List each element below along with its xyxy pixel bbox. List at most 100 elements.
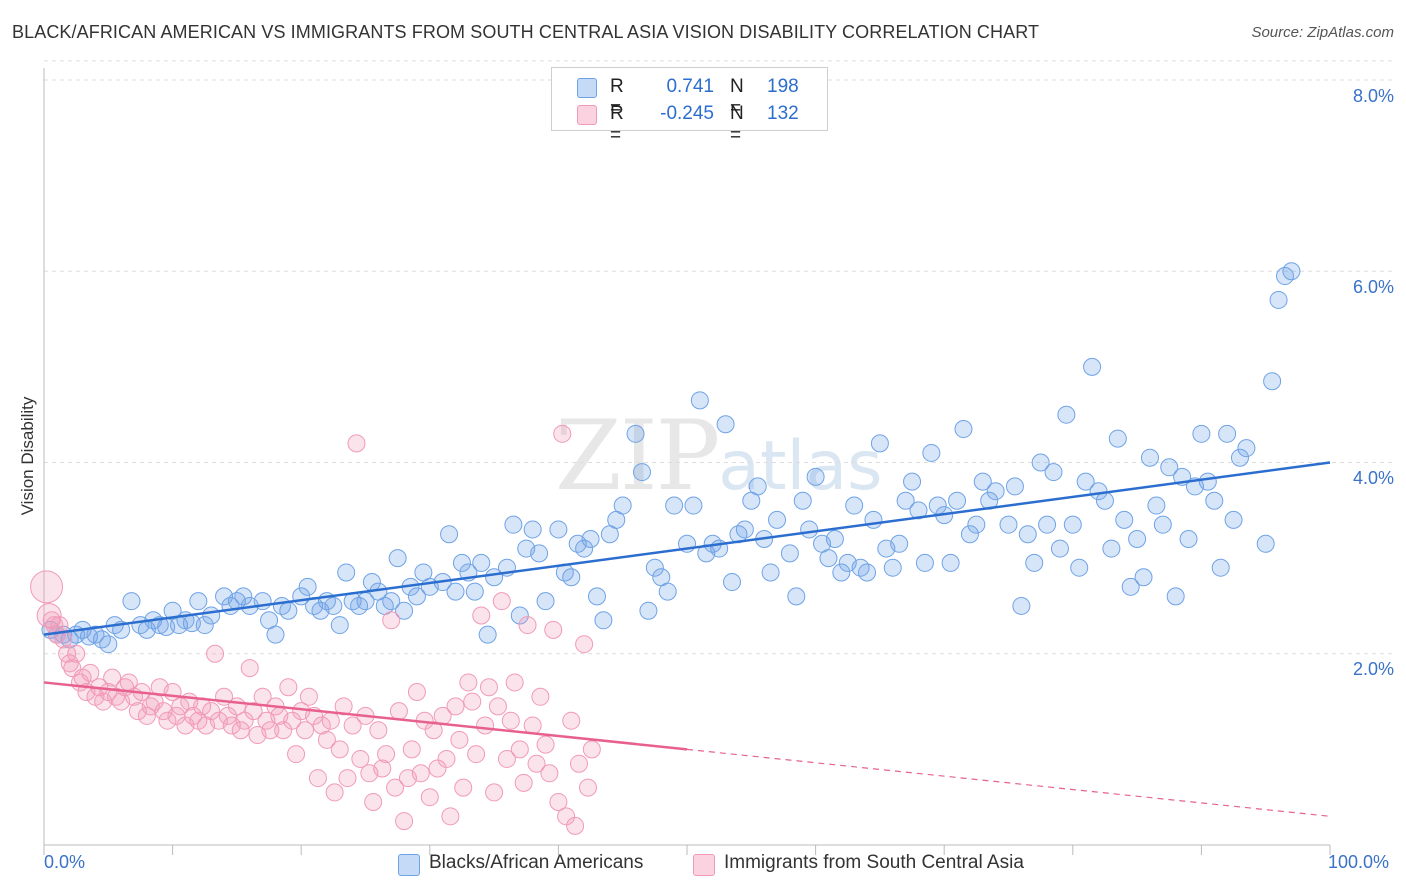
pink-point <box>476 716 495 735</box>
blue-point <box>382 592 401 611</box>
legend-r-label: R = <box>610 76 624 119</box>
blue-point <box>388 549 407 568</box>
blue-point <box>1083 357 1102 376</box>
pink-point <box>389 702 408 721</box>
blue-trend-line <box>43 461 1331 636</box>
blue-point <box>122 592 141 611</box>
trend-lines <box>43 461 1331 817</box>
legend-swatch-pink <box>577 105 597 125</box>
blue-point <box>665 496 684 515</box>
pink-point <box>420 788 439 807</box>
blue-point <box>806 467 825 486</box>
pink-point <box>536 735 555 754</box>
y-axis-label: Vision Disability <box>18 396 37 516</box>
blue-point <box>645 558 664 577</box>
pink-point <box>492 592 511 611</box>
blue-point <box>465 582 484 601</box>
pink-point <box>523 716 542 735</box>
legend-n-value: 132 <box>767 103 799 124</box>
legend-r-value: 0.741 <box>666 76 714 97</box>
pink-trend-line <box>43 681 688 751</box>
blue-point <box>1102 539 1121 558</box>
pink-point <box>382 611 401 630</box>
blue-point <box>472 553 491 572</box>
blue-point <box>1192 424 1211 443</box>
blue-point <box>999 515 1018 534</box>
pink-point <box>527 754 546 773</box>
pink-point <box>60 654 79 673</box>
blue-point <box>575 539 594 558</box>
pink-point <box>296 721 315 740</box>
blue-point <box>819 549 838 568</box>
pink-point <box>557 807 576 826</box>
pink-point <box>274 721 293 740</box>
blue-point <box>716 415 735 434</box>
pink-point <box>218 706 237 725</box>
blue-point <box>768 510 787 529</box>
blue-point <box>1018 525 1037 544</box>
blue-point <box>1108 429 1127 448</box>
blue-point <box>1256 534 1275 553</box>
pink-point <box>338 769 357 788</box>
blue-point <box>1115 510 1134 529</box>
pink-point <box>518 616 537 635</box>
blue-point <box>1070 558 1089 577</box>
pink-point <box>428 759 447 778</box>
pink-point <box>231 721 250 740</box>
blue-point <box>1050 539 1069 558</box>
blue-point <box>594 611 613 630</box>
pink-point <box>240 659 259 678</box>
blue-point <box>562 568 581 587</box>
pink-point <box>411 764 430 783</box>
blue-point <box>1063 515 1082 534</box>
blue-point <box>1269 290 1288 309</box>
blue-point <box>1263 372 1282 391</box>
blue-point <box>832 563 851 582</box>
blue-point <box>1121 577 1140 596</box>
legend-n-label: N = <box>730 76 744 119</box>
pink-point <box>407 683 426 701</box>
blue-point <box>581 530 600 548</box>
source-credit: Source: ZipAtlas.com <box>1251 24 1394 41</box>
blue-point <box>452 553 471 572</box>
blue-point <box>234 587 253 606</box>
blue-point <box>1237 439 1256 458</box>
blue-point <box>530 544 549 563</box>
pink-point <box>540 764 559 783</box>
blue-point <box>780 544 799 563</box>
pink-trend-extension <box>686 748 1331 817</box>
pink-point <box>437 749 456 768</box>
pink-point <box>472 606 491 625</box>
blue-point <box>632 463 651 482</box>
grid-lines <box>44 60 1395 655</box>
pink-point <box>312 716 331 735</box>
blue-point <box>613 496 632 515</box>
blue-point <box>279 601 298 620</box>
y-tick-label: 2.0% <box>1352 659 1394 679</box>
blue-point <box>1230 448 1249 467</box>
legend-r-label: R = <box>610 103 624 146</box>
blue-point <box>407 587 426 606</box>
legend-r-value: -0.245 <box>660 103 714 124</box>
pink-point <box>30 570 64 604</box>
blue-point <box>793 491 812 510</box>
pink-point <box>158 711 177 730</box>
pink-point <box>377 745 396 764</box>
blue-point <box>1038 515 1057 534</box>
blue-point <box>986 482 1005 501</box>
legend-n-label: N = <box>730 103 744 146</box>
pink-point <box>364 792 383 811</box>
blue-point <box>896 491 915 510</box>
blue-point <box>639 601 658 620</box>
blue-point <box>330 616 349 635</box>
blue-point <box>549 520 568 539</box>
pink-point <box>184 706 203 725</box>
blue-point <box>1031 453 1050 472</box>
pink-point <box>514 773 533 792</box>
pink-point <box>505 673 524 692</box>
pink-point <box>279 678 298 697</box>
pink-point <box>299 687 318 706</box>
pink-point <box>446 697 465 716</box>
y-tick-label: 8.0% <box>1352 86 1394 106</box>
